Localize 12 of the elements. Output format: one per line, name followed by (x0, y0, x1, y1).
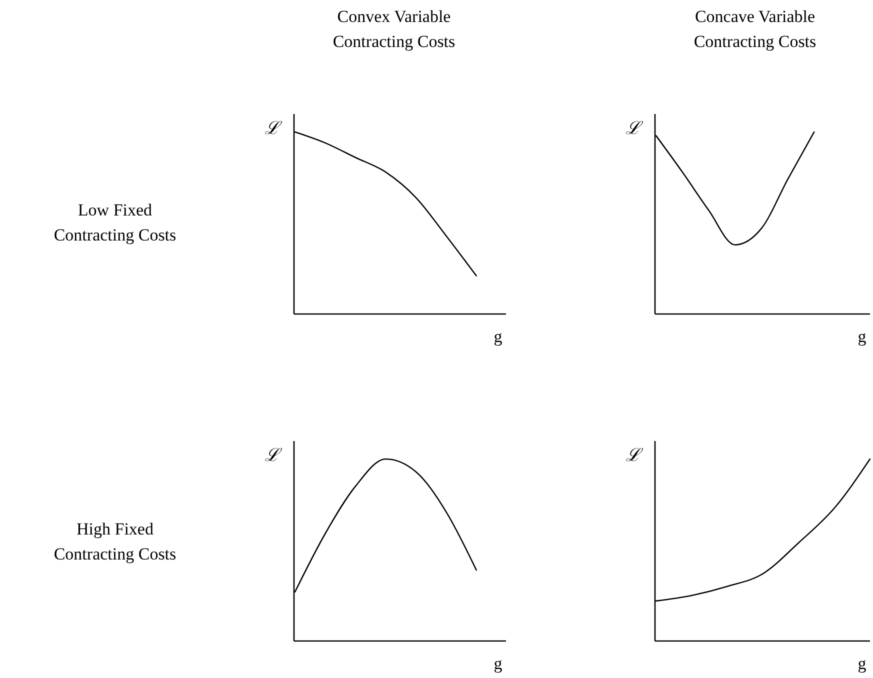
text: Low Fixed Contracting Costs (54, 200, 176, 244)
y-axis-title: ℒ (626, 445, 644, 465)
text: High Fixed Contracting Costs (54, 520, 176, 564)
x-axis-title: g (858, 654, 867, 673)
chart-title: Concave Variable Contracting Costs (694, 7, 816, 51)
y-axis-title: ℒ (264, 445, 282, 465)
chart-title: Convex Variable Contracting Costs (332, 7, 456, 51)
x-axis-title: g (494, 327, 503, 346)
x-axis-title: g (858, 327, 867, 346)
y-axis-title: ℒ (264, 118, 282, 138)
y-axis-title: ℒ (626, 118, 644, 138)
x-axis-title: g (494, 654, 503, 673)
